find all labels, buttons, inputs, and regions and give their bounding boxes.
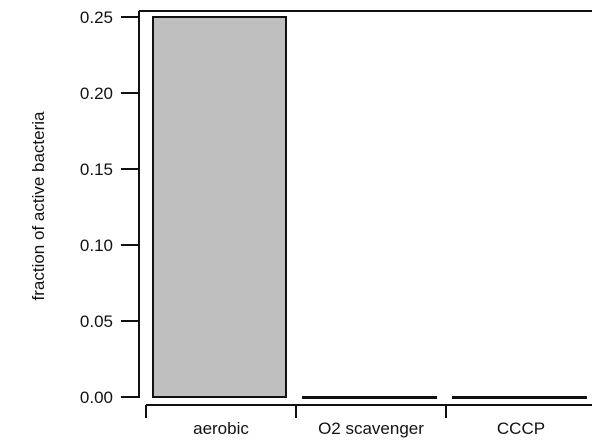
y-tick-label: 0.10 (80, 236, 113, 255)
plot-frame (138, 10, 592, 406)
y-tick-label: 0.05 (80, 312, 113, 331)
y-tick-label: 0.00 (80, 388, 113, 407)
y-axis-ticks: 0.00 0.05 0.10 0.15 0.20 0.25 (80, 8, 139, 407)
y-tick-label: 0.15 (80, 160, 113, 179)
bar (302, 396, 437, 399)
bar (452, 396, 587, 399)
y-tick-label: 0.20 (80, 84, 113, 103)
bar (152, 16, 287, 398)
x-axis-ticks: aerobic O2 scavenger CCCP (145, 405, 545, 438)
bars (152, 16, 587, 399)
y-tick-label: 0.25 (80, 8, 113, 27)
x-tick-label: CCCP (497, 419, 545, 438)
y-axis-title: fraction of active bacteria (29, 111, 48, 301)
x-tick-label: O2 scavenger (318, 419, 424, 438)
x-tick-label: aerobic (193, 419, 249, 438)
